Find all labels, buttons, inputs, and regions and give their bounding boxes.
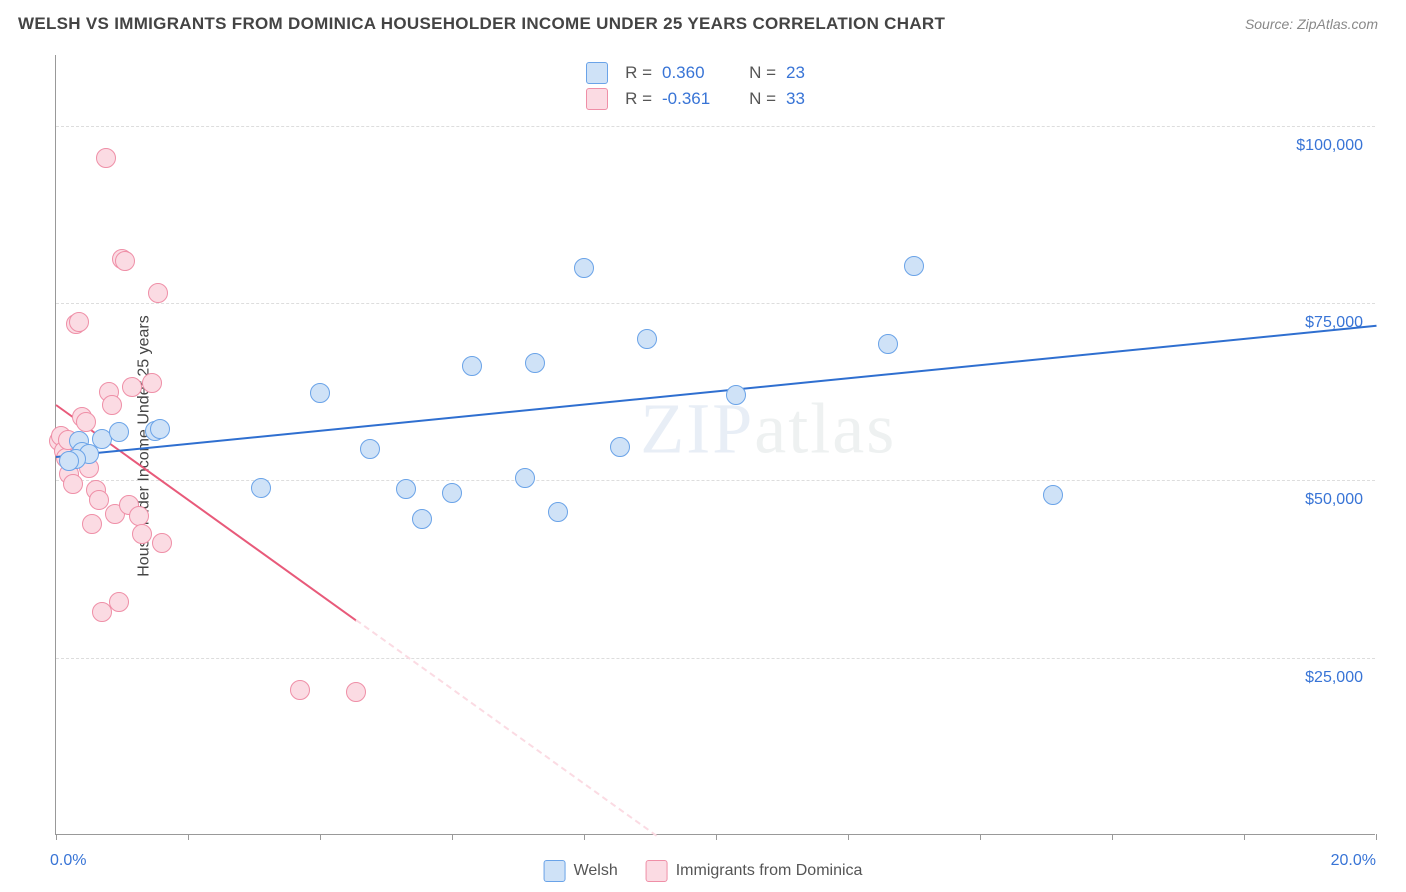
gridline: [56, 303, 1375, 304]
legend-stats: R = 0.360 N = 23 R = -0.361 N = 33: [578, 58, 828, 114]
source-label: Source: ZipAtlas.com: [1245, 16, 1378, 32]
data-point: [122, 377, 142, 397]
n-label: N =: [742, 89, 776, 109]
x-tick: [1112, 834, 1113, 840]
data-point: [150, 419, 170, 439]
data-point: [346, 682, 366, 702]
data-point: [251, 478, 271, 498]
data-point: [574, 258, 594, 278]
legend-label-welsh: Welsh: [574, 862, 618, 880]
swatch-dominica: [586, 88, 608, 110]
data-point: [726, 385, 746, 405]
data-point: [1043, 485, 1063, 505]
data-point: [310, 383, 330, 403]
x-tick: [320, 834, 321, 840]
x-tick: [188, 834, 189, 840]
x-axis-min-label: 0.0%: [50, 852, 86, 870]
r-label: R =: [618, 63, 652, 83]
x-tick: [452, 834, 453, 840]
legend-series: Welsh Immigrants from Dominica: [544, 860, 863, 882]
data-point: [82, 514, 102, 534]
data-point: [878, 334, 898, 354]
swatch-welsh: [586, 62, 608, 84]
r-value-dominica: -0.361: [662, 89, 732, 109]
y-tick-label: $100,000: [1296, 137, 1363, 155]
trend-line-dashed: [356, 620, 657, 837]
data-point: [442, 483, 462, 503]
data-point: [904, 256, 924, 276]
data-point: [142, 373, 162, 393]
data-point: [69, 312, 89, 332]
swatch-welsh-icon: [544, 860, 566, 882]
x-tick: [584, 834, 585, 840]
data-point: [115, 251, 135, 271]
data-point: [109, 422, 129, 442]
data-point: [360, 439, 380, 459]
legend-item-welsh: Welsh: [544, 860, 618, 882]
data-point: [59, 451, 79, 471]
data-point: [548, 502, 568, 522]
data-point: [109, 592, 129, 612]
x-tick: [56, 834, 57, 840]
n-label: N =: [742, 63, 776, 83]
data-point: [148, 283, 168, 303]
trend-line-welsh: [56, 324, 1376, 457]
gridline: [56, 658, 1375, 659]
x-tick: [1376, 834, 1377, 840]
gridline: [56, 126, 1375, 127]
watermark-atlas: atlas: [754, 388, 896, 468]
y-tick-label: $25,000: [1305, 669, 1363, 687]
x-tick: [848, 834, 849, 840]
n-value-dominica: 33: [786, 89, 820, 109]
x-axis-max-label: 20.0%: [1331, 852, 1376, 870]
legend-stats-row-welsh: R = 0.360 N = 23: [586, 62, 820, 84]
plot-area: ZIPatlas $25,000$50,000$75,000$100,000: [55, 55, 1375, 835]
swatch-dominica-icon: [646, 860, 668, 882]
legend-label-dominica: Immigrants from Dominica: [676, 862, 863, 880]
x-tick: [980, 834, 981, 840]
data-point: [290, 680, 310, 700]
r-value-welsh: 0.360: [662, 63, 732, 83]
data-point: [89, 490, 109, 510]
chart-title: WELSH VS IMMIGRANTS FROM DOMINICA HOUSEH…: [18, 14, 945, 34]
data-point: [412, 509, 432, 529]
r-label: R =: [618, 89, 652, 109]
data-point: [396, 479, 416, 499]
data-point: [63, 474, 83, 494]
data-point: [610, 437, 630, 457]
data-point: [96, 148, 116, 168]
n-value-welsh: 23: [786, 63, 820, 83]
data-point: [152, 533, 172, 553]
data-point: [132, 524, 152, 544]
legend-stats-row-dominica: R = -0.361 N = 33: [586, 88, 820, 110]
legend-item-dominica: Immigrants from Dominica: [646, 860, 863, 882]
x-tick: [716, 834, 717, 840]
watermark: ZIPatlas: [640, 387, 896, 470]
data-point: [637, 329, 657, 349]
y-tick-label: $50,000: [1305, 491, 1363, 509]
data-point: [76, 412, 96, 432]
x-tick: [1244, 834, 1245, 840]
data-point: [102, 395, 122, 415]
data-point: [525, 353, 545, 373]
data-point: [462, 356, 482, 376]
data-point: [515, 468, 535, 488]
